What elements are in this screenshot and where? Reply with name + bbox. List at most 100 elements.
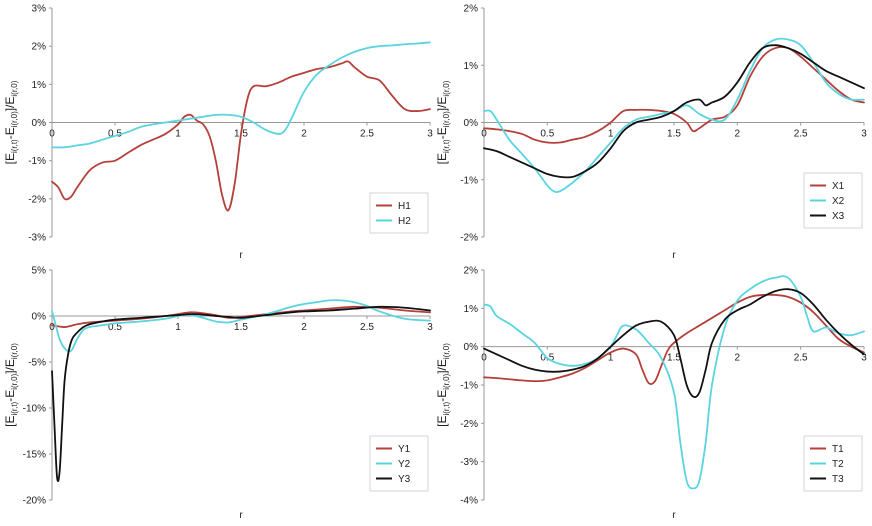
x-tick-label: 2 (301, 322, 307, 333)
legend-box (369, 192, 429, 234)
y-tick-label: -1% (460, 381, 478, 392)
y-axis-title-part: i(r,t) (10, 401, 19, 415)
y-tick-label: 0% (32, 312, 47, 323)
x-tick-label: 0 (49, 129, 55, 140)
series-line-t2 (483, 275, 865, 490)
x-tick-label: 3 (861, 353, 867, 364)
x-axis-title: r (239, 510, 243, 521)
x-tick-label: 2.5 (360, 322, 374, 333)
x-tick-label: 2.5 (794, 129, 808, 140)
y-axis-title-part: -E (435, 390, 449, 402)
y-axis-title-part: i(r,0) (442, 111, 451, 127)
y-tick-label: 2% (32, 42, 47, 53)
y-axis-title-part: i(r,0) (442, 80, 451, 96)
legend: X1 X2 X3 (803, 172, 863, 229)
x-tick-label: 1 (175, 129, 181, 140)
chart-panel-top-left: -3%-2%-1%0%1%2%3%0 0.5 1 1.5 2 2.5 3r[Ei(r,t)-… (3, 4, 433, 262)
series-line-x1 (483, 46, 865, 144)
x-tick-label: 1 (608, 129, 614, 140)
legend-label: Y3 (398, 474, 411, 485)
x-tick-label: 1 (608, 353, 614, 364)
chart-panel-bottom-left: -20% -15% -10% -5% 0% 5% 0 0.5 1 1.5 2 2.5 3 r [Ei(r,t… (3, 266, 433, 522)
y-axis-title-part: ]/E (435, 359, 449, 374)
x-tick-label: 2 (735, 129, 741, 140)
y-axis-title: [Ei(r,t)-Ei(r,0)]/Ei(r,0) (435, 343, 451, 427)
y-axis-title-part: [E (435, 153, 449, 164)
x-axis-title: r (672, 250, 676, 261)
x-tick-label: 3 (427, 322, 433, 333)
y-axis-title-part: i(r,t) (442, 139, 451, 153)
series-line-t1 (483, 293, 865, 385)
series-line-x3 (483, 44, 865, 179)
legend: T1 T2 T3 (803, 435, 863, 492)
y-tick-label: -1% (460, 175, 478, 186)
legend: Y1 Y2 Y3 (369, 435, 429, 492)
y-tick-label: 1% (464, 304, 479, 315)
x-axis-title: r (239, 250, 243, 261)
y-tick-label: -10% (23, 404, 46, 415)
y-axis-title-part: i(r,0) (10, 80, 19, 96)
y-tick-label: -4% (460, 496, 478, 507)
y-tick-label: -2% (460, 233, 478, 244)
legend-label: Y2 (398, 459, 411, 470)
y-axis-title-part: -E (3, 127, 17, 139)
y-axis-title-part: [E (435, 416, 449, 427)
y-tick-label: -2% (460, 419, 478, 430)
x-tick-label: 1.5 (667, 129, 681, 140)
x-tick-label: 0 (49, 322, 55, 333)
legend-label: X3 (832, 211, 845, 222)
y-axis-title-part: i(r,0) (10, 343, 19, 359)
y-tick-label: 0% (464, 118, 479, 129)
x-tick-label: 0 (481, 353, 487, 364)
y-tick-label: 2% (464, 266, 479, 277)
x-tick-label: 0.5 (540, 129, 554, 140)
y-axis-title: [Ei(r,t)-Ei(r,0)]/Ei(r,0) (3, 80, 19, 164)
y-tick-label: -2% (28, 194, 46, 205)
series-line-y2 (51, 299, 431, 353)
legend-label: X1 (832, 181, 845, 192)
y-axis-title-part: i(r,t) (442, 401, 451, 415)
y-axis-title-part: ]/E (3, 97, 17, 112)
series-line-h1 (51, 60, 431, 212)
x-tick-label: 0.5 (108, 129, 122, 140)
x-tick-label: 2 (301, 129, 307, 140)
y-tick-label: -3% (28, 233, 46, 244)
x-tick-label: 0 (481, 129, 487, 140)
x-tick-label: 0.5 (108, 322, 122, 333)
y-tick-label: 3% (32, 4, 47, 15)
y-tick-label: -5% (28, 358, 46, 369)
y-axis-title-part: -E (435, 127, 449, 139)
y-tick-label: 0% (464, 342, 479, 353)
x-tick-label: 1 (175, 322, 181, 333)
series-line-y3 (51, 305, 431, 483)
y-axis-title-part: i(r,t) (10, 139, 19, 153)
x-tick-label: 3 (427, 129, 433, 140)
legend-label: Y1 (398, 444, 411, 455)
chart-panel-bottom-right: -4%-3%-2%-1%0%1%2%0 0.5 1 1.5 2 2.5 3r[Ei(r,t)… (435, 266, 867, 522)
y-axis-title-part: i(r,0) (442, 343, 451, 359)
y-tick-label: 2% (464, 4, 479, 15)
x-tick-label: 3 (861, 129, 867, 140)
y-axis-title: [Ei(r,t)-Ei(r,0)]/Ei(r,0) (3, 343, 19, 427)
x-tick-label: 2.5 (794, 353, 808, 364)
y-tick-label: -1% (28, 156, 46, 167)
y-tick-label: -15% (23, 450, 46, 461)
x-tick-label: 2.5 (360, 129, 374, 140)
legend-label: H2 (398, 216, 411, 227)
y-tick-label: 1% (32, 80, 47, 91)
y-tick-label: 1% (464, 61, 479, 72)
legend-label: T1 (832, 444, 844, 455)
y-axis-title-part: i(r,0) (10, 111, 19, 127)
y-tick-label: 5% (32, 266, 47, 277)
y-axis-title-part: [E (3, 153, 17, 164)
legend-label: T3 (832, 474, 844, 485)
y-axis-title-part: ]/E (435, 97, 449, 112)
chart-panel-top-right: -2%-1%0%1%2%0 0.5 1 1.5 2 2.5 3r[Ei(r,t)-Ei(r,… (435, 4, 867, 262)
y-axis-title-part: i(r,0) (10, 373, 19, 389)
x-tick-label: 2 (735, 353, 741, 364)
y-tick-label: 0% (32, 118, 47, 129)
y-axis-title-part: ]/E (3, 359, 17, 374)
legend-label: T2 (832, 459, 844, 470)
